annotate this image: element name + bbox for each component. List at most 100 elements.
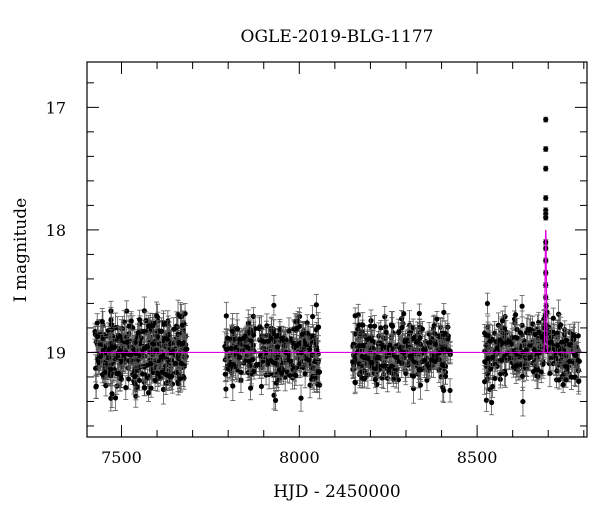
- data-point: [159, 364, 165, 380]
- data-point: [401, 302, 407, 326]
- point-marker: [137, 316, 143, 323]
- point-marker: [293, 372, 299, 379]
- point-marker: [287, 372, 293, 378]
- data-point: [163, 359, 169, 390]
- data-point: [139, 366, 146, 382]
- point-marker: [154, 370, 160, 376]
- point-marker: [279, 370, 285, 376]
- point-marker: [290, 340, 296, 346]
- data-point: [224, 329, 231, 347]
- point-marker: [382, 314, 388, 320]
- point-marker: [150, 341, 156, 347]
- point-marker: [103, 383, 109, 389]
- point-marker: [153, 347, 160, 353]
- data-point: [109, 379, 115, 408]
- point-marker: [273, 380, 279, 386]
- point-marker: [259, 338, 265, 344]
- data-point: [135, 318, 142, 348]
- point-marker: [144, 344, 150, 350]
- point-marker: [296, 340, 302, 347]
- data-point: [112, 384, 119, 411]
- data-point: [378, 320, 384, 336]
- data-point: [230, 351, 237, 378]
- point-marker: [158, 328, 165, 334]
- point-marker: [233, 344, 239, 351]
- point-marker: [102, 369, 108, 375]
- point-marker: [304, 344, 311, 350]
- point-marker: [304, 330, 310, 336]
- point-marker: [132, 339, 138, 345]
- point-marker: [310, 333, 317, 339]
- point-marker: [131, 347, 137, 353]
- chart-title: OGLE-2019-BLG-1177: [241, 27, 434, 47]
- data-point: [150, 332, 156, 356]
- data-point: [223, 380, 229, 399]
- data-point: [132, 362, 138, 391]
- point-marker: [177, 375, 183, 382]
- point-marker: [126, 358, 132, 364]
- data-point: [240, 328, 246, 349]
- point-marker: [250, 356, 256, 363]
- point-marker: [441, 387, 447, 394]
- point-marker: [388, 352, 394, 358]
- data-point: [287, 366, 293, 384]
- data-point: [176, 334, 182, 351]
- point-marker: [234, 326, 240, 332]
- data-point: [288, 349, 294, 374]
- data-point: [95, 326, 101, 347]
- data-point: [117, 325, 123, 347]
- data-point: [293, 365, 299, 386]
- point-marker: [282, 338, 288, 344]
- point-marker: [99, 318, 105, 325]
- data-point: [253, 353, 260, 376]
- point-marker: [401, 311, 407, 317]
- point-marker: [270, 330, 277, 337]
- point-marker: [250, 332, 257, 338]
- point-marker: [179, 322, 185, 328]
- point-marker: [411, 334, 418, 340]
- point-marker: [237, 354, 243, 360]
- data-point: [441, 377, 447, 403]
- point-marker: [106, 346, 112, 353]
- point-marker: [93, 339, 99, 345]
- data-point: [223, 301, 229, 330]
- point-marker: [229, 328, 235, 334]
- point-marker: [135, 329, 142, 336]
- point-marker: [315, 381, 321, 388]
- point-marker: [395, 330, 402, 336]
- point-marker: [184, 346, 190, 352]
- point-marker: [424, 377, 430, 383]
- data-point: [146, 315, 152, 337]
- data-point: [315, 361, 321, 383]
- point-marker: [144, 375, 151, 381]
- point-marker: [97, 353, 104, 360]
- point-marker: [139, 371, 146, 377]
- point-marker: [247, 362, 253, 369]
- data-point: [251, 363, 257, 380]
- data-point: [230, 370, 236, 402]
- point-marker: [128, 318, 134, 324]
- point-marker: [106, 355, 112, 361]
- point-marker: [361, 376, 368, 382]
- point-marker: [352, 331, 358, 337]
- point-marker: [152, 377, 158, 383]
- data-point: [150, 313, 156, 339]
- point-marker: [124, 339, 130, 345]
- data-point: [153, 341, 160, 359]
- point-marker: [288, 336, 294, 342]
- data-point: [313, 293, 319, 316]
- data-point: [315, 312, 321, 343]
- point-marker: [117, 333, 123, 339]
- point-marker: [297, 361, 303, 367]
- data-point: [148, 378, 154, 398]
- point-marker: [223, 313, 229, 319]
- point-marker: [297, 323, 303, 329]
- data-point: [171, 317, 177, 342]
- data-point: [302, 359, 308, 389]
- point-marker: [222, 371, 228, 377]
- data-point: [298, 384, 304, 412]
- data-point: [124, 334, 130, 351]
- point-marker: [108, 317, 114, 323]
- point-marker: [159, 369, 165, 375]
- point-marker: [136, 377, 143, 384]
